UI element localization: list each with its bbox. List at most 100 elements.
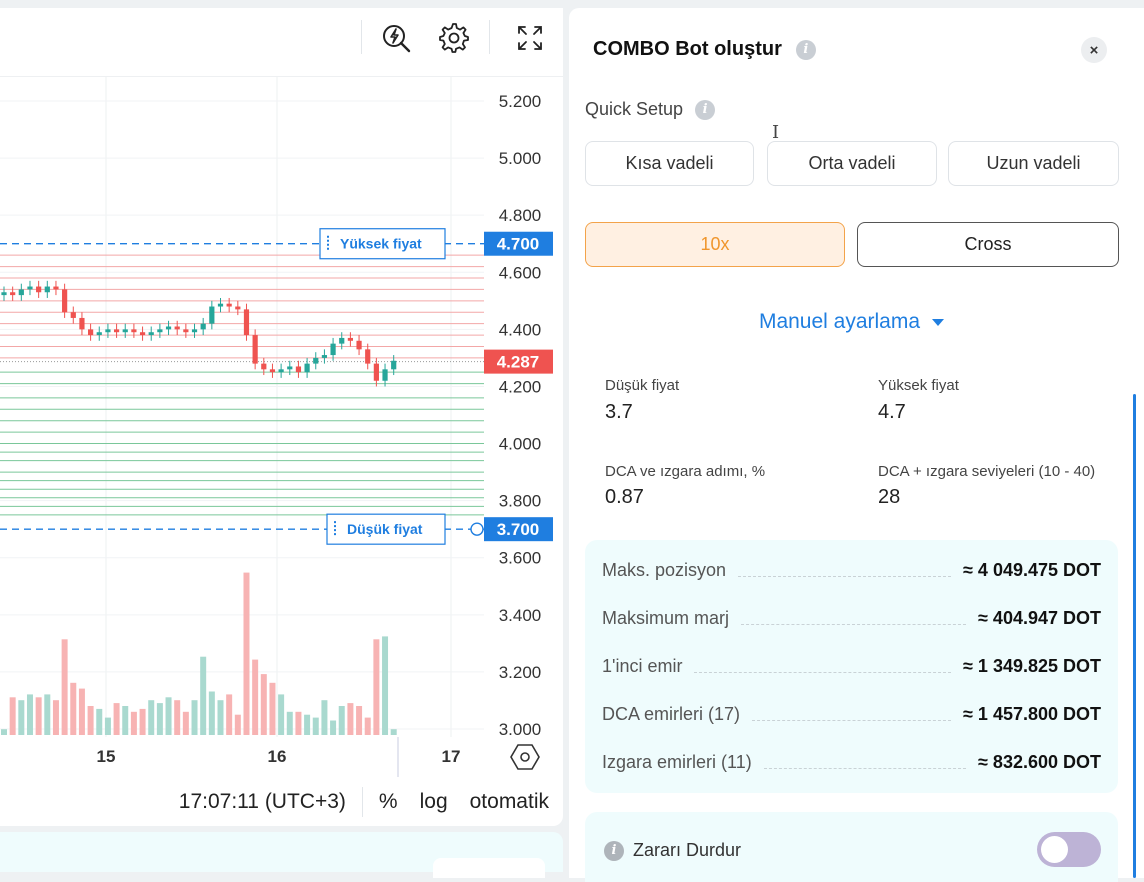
volume-bar — [243, 572, 250, 735]
chart-time: 17:07:11 (UTC+3) — [178, 790, 346, 813]
candle — [252, 335, 258, 364]
orders-panel-tab[interactable] — [433, 858, 545, 878]
auto-scale-toggle[interactable]: otomatik — [469, 790, 549, 813]
volume-bar — [96, 708, 103, 735]
chart-footer: 17:07:11 (UTC+3) % log otomatik — [0, 778, 563, 826]
candle — [287, 366, 293, 370]
chart-settings-icon[interactable] — [510, 744, 540, 770]
chart-canvas[interactable]: 5.200 5.000 4.800 4.600 4.400 4.200 4.000 3.800… — [0, 77, 563, 777]
time-axis-tick: 17 — [442, 747, 461, 766]
high-price-label: Yüksek fiyat — [340, 236, 422, 252]
quick-setup-label: Quick Setup — [585, 99, 684, 119]
high-price-input[interactable]: 4.7 — [878, 401, 906, 423]
manual-settings-toggle[interactable]: Manuel ayarlama — [569, 310, 1134, 334]
candle — [347, 337, 353, 341]
flash-search-icon[interactable] — [378, 20, 414, 56]
volume-bar — [9, 697, 16, 735]
percent-scale-toggle[interactable]: % — [378, 790, 398, 813]
stop-loss-section: i Zararı Durdur — [585, 812, 1118, 882]
grid-levels-label: DCA + ızgara seviyeleri (10 - 40) — [878, 463, 1096, 480]
volume-bar — [295, 711, 302, 735]
high-price-label-box — [319, 228, 446, 260]
summary-row: Maksimum marj ≈ 404.947 DOT — [602, 605, 1101, 631]
info-icon[interactable]: i — [795, 39, 816, 60]
volume-bar — [113, 703, 120, 735]
high-price-tag-text: 4.700 — [497, 235, 540, 254]
volume-bar — [217, 700, 224, 735]
volume-bar — [304, 714, 311, 735]
low-price-label: Düşük fiyat — [605, 377, 680, 394]
candle — [339, 337, 345, 344]
margin-mode-button[interactable]: Cross — [857, 222, 1119, 267]
volume-bar — [286, 711, 293, 735]
time-axis-tick: 15 — [97, 747, 116, 766]
price-axis-tick: 3.600 — [499, 549, 542, 568]
candle — [36, 286, 42, 293]
log-scale-toggle[interactable]: log — [419, 790, 448, 813]
candle — [226, 303, 232, 307]
summary-box: Maks. pozisyon ≈ 4 049.475 DOT Maksimum m… — [585, 540, 1118, 793]
price-axis-tick: 5.200 — [499, 92, 542, 111]
volume-bar — [104, 717, 111, 735]
caret-down-icon — [932, 318, 945, 326]
candle — [191, 329, 198, 333]
summary-row: Maks. pozisyon ≈ 4 049.475 DOT — [602, 557, 1101, 583]
low-price-tag — [484, 517, 553, 542]
volume-bar — [234, 714, 241, 735]
stop-loss-label-row: i Zararı Durdur — [604, 840, 741, 861]
low-price-input[interactable]: 3.7 — [605, 401, 633, 423]
candle — [105, 329, 111, 333]
leverage-button[interactable]: 10x — [585, 222, 845, 267]
volume-bar — [1, 729, 7, 735]
summary-label: Izgara emirleri (11) — [602, 751, 752, 772]
gear-icon[interactable] — [436, 20, 472, 56]
candle — [235, 306, 241, 310]
volume-bar — [269, 682, 276, 735]
info-icon[interactable]: i — [604, 840, 624, 861]
candle — [44, 286, 50, 293]
candle — [391, 360, 397, 370]
chart-settings-icon-center — [520, 752, 530, 762]
volume-bar — [156, 703, 163, 735]
combo-bot-panel: COMBO Bot oluştur i × Quick Setup i I Kı… — [569, 8, 1144, 882]
volume-bar — [122, 706, 129, 735]
fullscreen-icon[interactable] — [512, 20, 548, 56]
info-icon[interactable]: i — [695, 99, 716, 120]
candle — [157, 329, 163, 333]
candle — [18, 289, 24, 296]
quick-setup-mid-button[interactable]: Orta vadeli — [767, 141, 937, 186]
toolbar-divider — [489, 20, 490, 54]
stop-loss-toggle[interactable] — [1037, 832, 1101, 867]
price-axis-tick: 4.400 — [499, 320, 542, 339]
price-chart[interactable]: 5.200 5.000 4.800 4.600 4.400 4.200 4.000 3.800… — [0, 76, 563, 777]
candle — [1, 292, 7, 296]
candle — [373, 363, 379, 381]
grid-levels-input[interactable]: 28 — [878, 486, 901, 508]
volume-bar — [390, 729, 397, 735]
volume-bar — [226, 694, 233, 735]
scrollbar[interactable] — [1133, 394, 1136, 878]
candle — [243, 309, 250, 336]
candle — [382, 369, 388, 381]
low-price-label: Düşük fiyat — [347, 521, 423, 537]
quick-setup-long-button[interactable]: Uzun vadeli — [948, 141, 1119, 186]
candle — [88, 329, 94, 336]
volume-bar — [165, 697, 172, 735]
volume-bar — [70, 682, 77, 735]
candle — [10, 292, 16, 296]
grid-step-input[interactable]: 0.87 — [605, 486, 644, 508]
leader-line — [752, 719, 952, 721]
close-button[interactable]: × — [1081, 37, 1107, 63]
candle — [183, 329, 189, 333]
summary-value: ≈ 832.600 DOT — [978, 751, 1101, 772]
summary-value: ≈ 1 457.800 DOT — [963, 703, 1101, 724]
volume-bar — [382, 636, 389, 735]
summary-label: 1'inci emir — [602, 655, 683, 676]
summary-label: Maks. pozisyon — [602, 559, 727, 580]
leader-line — [763, 767, 967, 769]
candle — [330, 343, 336, 356]
volume-bar — [208, 691, 215, 735]
high-price-tag — [484, 231, 553, 256]
candle — [79, 317, 85, 330]
quick-setup-short-button[interactable]: Kısa vadeli — [585, 141, 754, 186]
